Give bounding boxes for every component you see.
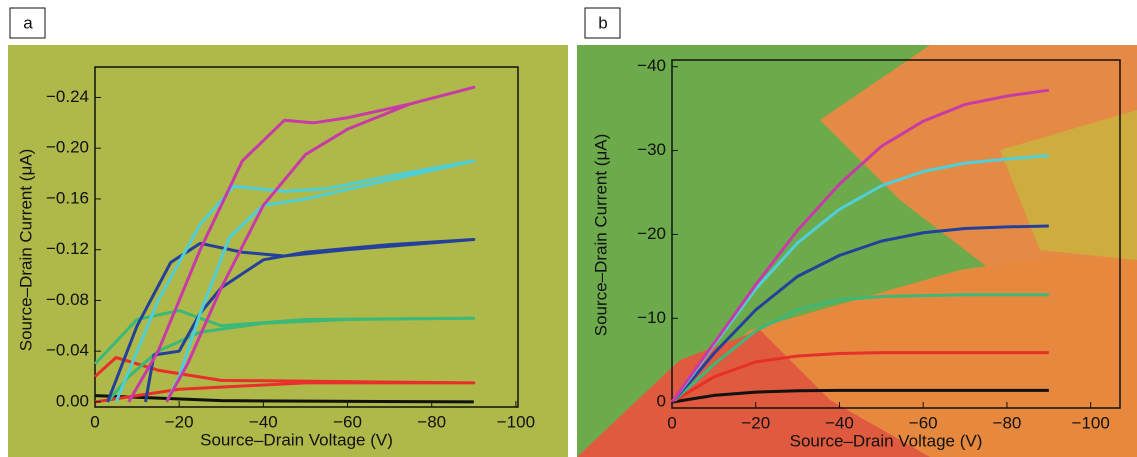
y-tick-label: −0.16 <box>46 188 89 207</box>
x-tick-label: −60 <box>333 412 362 431</box>
data-line <box>670 224 1049 404</box>
x-tick-label: −40 <box>825 413 854 432</box>
data-line <box>671 293 1049 404</box>
x-tick-label: −100 <box>1072 413 1110 432</box>
y-tick-label: −0.04 <box>46 341 89 360</box>
data-line <box>114 159 476 403</box>
y-tick-label: −0.12 <box>46 239 89 258</box>
x-tick-label: 0 <box>667 413 676 432</box>
x-tick-label: −60 <box>909 413 938 432</box>
plot-frame <box>94 66 519 408</box>
x-tick-label: −80 <box>417 412 446 431</box>
y-tick-label: −40 <box>637 56 666 75</box>
data-line <box>671 351 1049 404</box>
x-tick-label: 0 <box>90 412 99 431</box>
y-axis-title: Source–Drain Current (μA) <box>16 149 35 352</box>
y-tick-label: −20 <box>637 224 666 243</box>
x-tick-label: −80 <box>993 413 1022 432</box>
x-tick-label: −20 <box>741 413 770 432</box>
panel-label: b <box>598 13 607 32</box>
panel-label-box <box>9 7 46 39</box>
y-tick-label: 0.00 <box>56 391 89 410</box>
data-line <box>127 85 476 403</box>
x-axis-title: Source–Drain Voltage (V) <box>200 430 393 449</box>
y-axis-title: Source–Drain Current (μA) <box>591 134 610 337</box>
x-tick-label: −100 <box>497 412 535 431</box>
x-tick-label: −40 <box>249 412 278 431</box>
x-tick-label: −20 <box>165 412 194 431</box>
y-tick-label: −0.08 <box>46 290 89 309</box>
y-tick-label: −0.20 <box>46 138 89 157</box>
x-axis-title: Source–Drain Voltage (V) <box>790 431 983 450</box>
y-tick-label: −0.24 <box>46 87 89 106</box>
y-tick-label: −10 <box>637 308 666 327</box>
panel-label: a <box>23 13 33 32</box>
data-line <box>94 394 474 404</box>
data-line <box>670 88 1050 404</box>
panel-a-background <box>8 45 568 457</box>
panel-label-box <box>584 7 621 39</box>
data-line <box>93 356 476 404</box>
data-line <box>671 388 1049 404</box>
y-tick-label: −30 <box>637 140 666 159</box>
y-tick-label: 0 <box>657 392 666 411</box>
